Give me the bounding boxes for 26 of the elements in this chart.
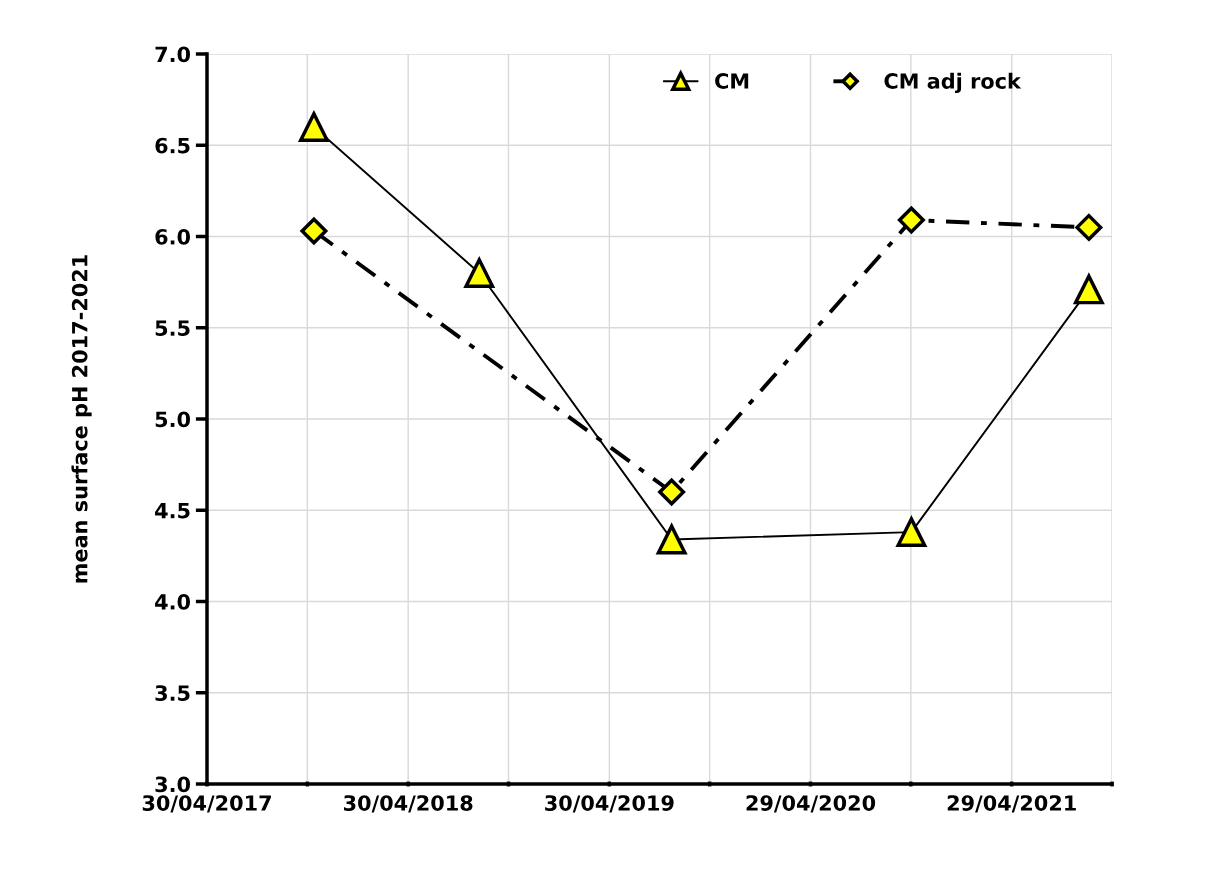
x-tick-label: 30/04/2018 xyxy=(343,795,473,813)
point xyxy=(1073,274,1104,305)
y-tick-label: 7.0 xyxy=(155,46,191,63)
y-tick-label: 6.5 xyxy=(155,137,190,154)
y-tick-label: 3.0 xyxy=(155,776,191,793)
y-tick-label: 3.5 xyxy=(155,685,190,701)
point xyxy=(1075,213,1103,241)
y-tick-label: 4.0 xyxy=(155,593,191,610)
point xyxy=(464,258,495,288)
point xyxy=(655,522,688,555)
point xyxy=(658,478,686,506)
point xyxy=(300,217,328,245)
x-tick-label: 30/04/2017 xyxy=(142,795,271,813)
x-tick-label: 29/04/2021 xyxy=(947,795,1076,813)
y-tick-label: 5.5 xyxy=(155,320,190,336)
y-tick-label: 6.0 xyxy=(155,228,191,245)
point xyxy=(896,517,927,548)
y-tick-label: 5.0 xyxy=(155,411,191,428)
x-tick-label: 30/04/2019 xyxy=(545,795,674,813)
legend-label: CM adj rock xyxy=(884,72,1022,94)
legend-label: CM xyxy=(715,73,749,89)
point xyxy=(298,112,329,142)
y-axis-title: mean surface pH 2017-2021 xyxy=(71,255,92,583)
point xyxy=(897,206,925,234)
x-tick-label: 29/04/2020 xyxy=(746,795,876,813)
y-tick-label: 4.5 xyxy=(155,502,190,519)
